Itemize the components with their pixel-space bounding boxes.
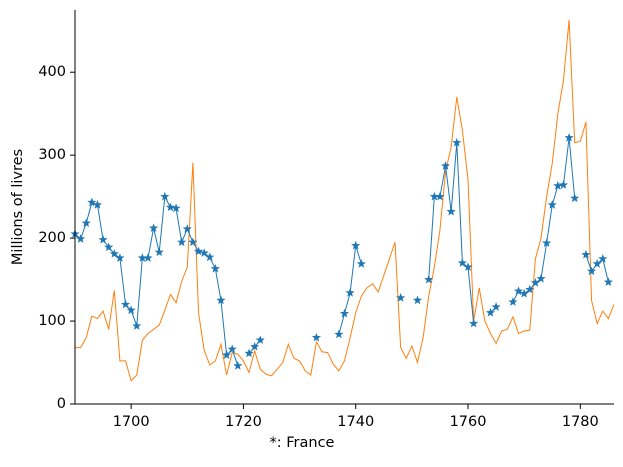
star-marker: [109, 249, 119, 258]
star-marker: [345, 288, 355, 297]
star-marker: [171, 203, 181, 213]
x-tick-label: 1740: [337, 414, 374, 430]
star-marker: [98, 234, 108, 244]
x-tick-label: 1700: [113, 414, 150, 430]
star-marker: [564, 132, 574, 142]
star-marker: [586, 266, 597, 276]
star-marker: [452, 137, 462, 147]
star-marker: [553, 181, 563, 190]
star-marker: [429, 191, 439, 201]
star-marker: [592, 259, 602, 268]
star-marker: [76, 234, 86, 243]
star-marker: [598, 254, 608, 263]
star-marker: [233, 361, 243, 370]
star-marker: [87, 197, 97, 207]
star-marker: [581, 249, 591, 259]
star-marker: [536, 273, 546, 283]
star-marker: [356, 259, 366, 268]
star-marker: [334, 329, 344, 339]
star-marker: [126, 305, 136, 315]
star-marker: [603, 277, 613, 286]
star-marker: [463, 262, 473, 272]
y-tick-label: 400: [38, 64, 66, 80]
star-marker: [457, 258, 467, 267]
star-marker: [193, 246, 204, 256]
star-marker: [525, 284, 535, 294]
x-tick-label: 1760: [450, 414, 487, 430]
star-marker: [441, 161, 451, 170]
star-marker: [210, 264, 220, 273]
star-marker: [542, 238, 552, 247]
star-marker: [143, 253, 153, 262]
star-marker: [485, 307, 496, 317]
star-marker: [92, 200, 103, 209]
star-marker: [165, 202, 176, 212]
star-marker: [160, 191, 170, 201]
star-marker: [351, 240, 361, 250]
star-marker: [446, 206, 456, 216]
star-marker: [222, 350, 232, 359]
star-marker: [519, 288, 529, 298]
star-marker: [508, 297, 518, 306]
star-marker: [396, 293, 406, 302]
star-marker: [115, 253, 125, 262]
star-marker: [255, 335, 265, 345]
star-marker: [244, 348, 254, 358]
star-marker: [469, 318, 479, 328]
star-marker: [216, 295, 226, 305]
star-marker: [424, 274, 434, 284]
series-line: [74, 137, 609, 367]
y-axis-label: Millions of livres: [10, 149, 26, 265]
star-marker: [570, 193, 580, 203]
star-marker: [81, 218, 91, 228]
star-marker: [137, 253, 147, 262]
series-line: [75, 19, 615, 382]
star-marker: [154, 247, 164, 257]
star-marker: [311, 332, 321, 342]
star-marker: [132, 321, 142, 330]
x-tick-label: 1720: [225, 414, 262, 430]
star-marker: [547, 200, 557, 209]
star-marker: [435, 191, 445, 201]
x-tick-label: 1780: [562, 414, 599, 430]
star-marker: [412, 295, 423, 305]
star-marker: [491, 302, 501, 311]
star-marker: [120, 299, 131, 309]
y-tick-label: 0: [57, 396, 66, 412]
y-tick-label: 200: [38, 230, 66, 246]
star-marker: [182, 224, 192, 233]
x-axis-label: *: France: [270, 435, 335, 451]
star-marker: [177, 237, 187, 247]
star-marker: [530, 278, 540, 287]
star-marker: [205, 252, 215, 262]
star-marker: [558, 180, 569, 189]
y-tick-label: 300: [38, 147, 66, 163]
star-marker: [199, 248, 209, 257]
star-marker: [188, 237, 198, 247]
star-marker: [339, 308, 350, 318]
star-marker: [513, 286, 524, 296]
star-marker: [250, 341, 260, 351]
y-tick-label: 100: [38, 313, 66, 329]
star-marker: [149, 223, 159, 233]
star-marker: [227, 344, 237, 354]
star-marker: [104, 242, 114, 252]
